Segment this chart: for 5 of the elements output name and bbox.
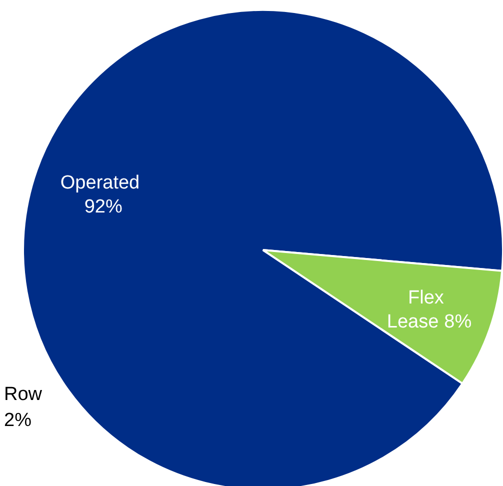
text: Row 2%	[4, 384, 42, 431]
data-label: 8%	[444, 311, 472, 332]
data-label: 92%	[84, 196, 122, 218]
slice-label: Operated	[60, 172, 140, 194]
slice-label: Flex Lease	[386, 287, 444, 332]
